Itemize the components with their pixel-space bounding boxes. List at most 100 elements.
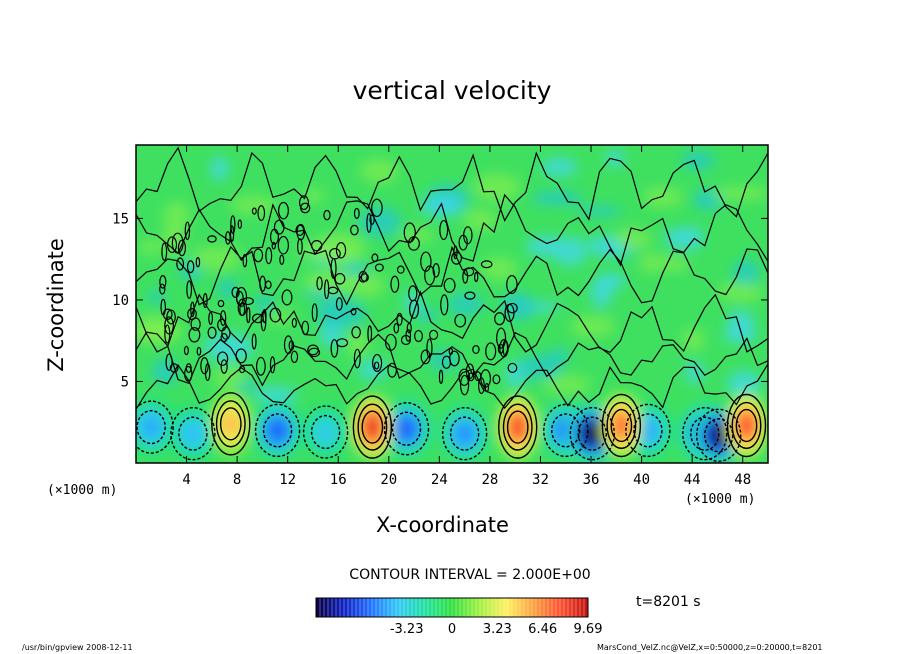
turbulent-contour: [297, 238, 303, 255]
downdraft-contour: [302, 405, 349, 459]
turbulent-contour: [324, 279, 330, 300]
turbulent-contour: [230, 215, 236, 234]
weak-downdraft-patch: [727, 310, 754, 331]
turbulent-contour: [229, 225, 235, 242]
turbulent-contour: [463, 267, 475, 277]
updraft-contour: [610, 408, 633, 443]
turbulent-contour: [255, 356, 266, 376]
turbulent-contour: [414, 329, 423, 343]
zero-contour-line: [136, 331, 768, 387]
turbulent-contour: [231, 286, 240, 299]
y-tick-label: 5: [121, 374, 129, 390]
turbulent-contour: [308, 347, 321, 358]
x-tick-label: 4: [182, 472, 190, 488]
downdraft-cell: [268, 419, 288, 441]
time-label: t=8201 s: [636, 594, 701, 610]
updraft-cell: [510, 417, 525, 437]
turbulent-contour: [207, 326, 217, 339]
turbulent-contour: [288, 340, 295, 351]
x-tick-label: 12: [279, 472, 296, 488]
downdraft-contour: [136, 410, 166, 445]
turbulent-contour: [507, 362, 518, 373]
turbulent-contour: [371, 253, 379, 262]
weak-updraft-patch: [136, 319, 182, 343]
weak-downdraft-patch: [723, 325, 758, 344]
footer-left-text: /usr/bin/gpview 2008-12-11: [22, 643, 133, 652]
weak-updraft-patch: [463, 208, 498, 231]
turbulent-contour: [236, 290, 244, 305]
downdraft-cell: [141, 416, 161, 438]
turbulent-contour: [323, 209, 331, 221]
updraft-contour: [601, 393, 642, 458]
turbulent-contour: [208, 311, 214, 325]
turbulent-contour: [269, 356, 276, 374]
turbulent-contour: [190, 317, 201, 331]
turbulent-contour: [350, 307, 357, 316]
turbulent-contour: [458, 234, 468, 251]
turbulent-contour: [472, 344, 480, 355]
weak-updraft-patch: [481, 257, 518, 281]
turbulent-contour: [465, 363, 475, 379]
turbulent-contour: [373, 361, 380, 370]
turbulent-contour: [251, 333, 257, 350]
downdraft-contour: [383, 402, 430, 456]
zero-contour-line: [136, 363, 768, 410]
colorbar-tick-label: 0: [447, 622, 457, 637]
turbulent-contour: [369, 214, 375, 225]
updraft-cell: [365, 417, 380, 437]
footer-right-text: MarsCond_VelZ.nc@VelZ,x=0:50000,z=0:2000…: [597, 643, 823, 652]
downdraft-contour: [178, 416, 208, 451]
x-tick-label: 40: [633, 472, 650, 488]
downdraft-contour: [633, 413, 663, 448]
turbulent-contour: [242, 253, 248, 268]
weak-updraft-patch: [570, 315, 616, 338]
weak-downdraft-patch: [531, 191, 583, 206]
x-axis-label: X-coordinate: [376, 513, 509, 537]
updraft-contour: [731, 401, 762, 450]
downdraft-cell: [582, 423, 602, 445]
weak-downdraft-patch: [210, 156, 229, 181]
turbulent-contour: [300, 202, 311, 214]
turbulent-contour: [438, 369, 444, 384]
turbulent-contour: [311, 303, 318, 322]
turbulent-contour: [506, 302, 518, 314]
turbulent-contour: [353, 207, 360, 219]
downdraft-contour: [551, 413, 581, 448]
turbulent-contour: [432, 263, 440, 278]
turbulent-contour: [480, 260, 493, 269]
weak-downdraft-patch: [517, 354, 563, 380]
turbulent-contour: [387, 362, 398, 378]
weak-downdraft-patch: [359, 207, 402, 238]
weak-downdraft-patch: [678, 225, 703, 250]
turbulent-contour: [176, 257, 185, 271]
weak-downdraft-patch: [685, 361, 704, 384]
turbulent-contour: [443, 277, 456, 293]
downdraft-contour: [690, 416, 720, 451]
x-tick-label: 20: [380, 472, 397, 488]
weak-downdraft-patch: [500, 292, 535, 321]
turbulent-contour: [237, 298, 247, 317]
y-tick-label: 15: [112, 211, 129, 227]
turbulent-contour: [494, 312, 506, 326]
weak-downdraft-patch: [315, 298, 367, 329]
turbulent-contour: [283, 335, 293, 355]
updraft-contour: [606, 401, 637, 450]
turbulent-contour: [374, 263, 384, 272]
turbulent-contour: [403, 222, 416, 243]
weak-updraft-patch: [660, 255, 689, 272]
turbulent-contour: [207, 235, 217, 243]
downdraft-cell: [638, 419, 658, 441]
weak-downdraft-patch: [428, 350, 460, 371]
downdraft-contour: [569, 406, 616, 461]
turbulent-contour: [271, 241, 276, 250]
turbulent-contour: [335, 297, 343, 311]
turbulent-contour: [449, 350, 460, 367]
turbulent-contour: [458, 368, 471, 386]
x-tick-label: 36: [583, 472, 600, 488]
plot-frame: [135, 144, 769, 464]
turbulent-contour: [251, 207, 257, 215]
weak-downdraft-patch: [732, 259, 760, 288]
updraft-contour: [498, 395, 538, 459]
turbulent-contour: [171, 232, 184, 254]
